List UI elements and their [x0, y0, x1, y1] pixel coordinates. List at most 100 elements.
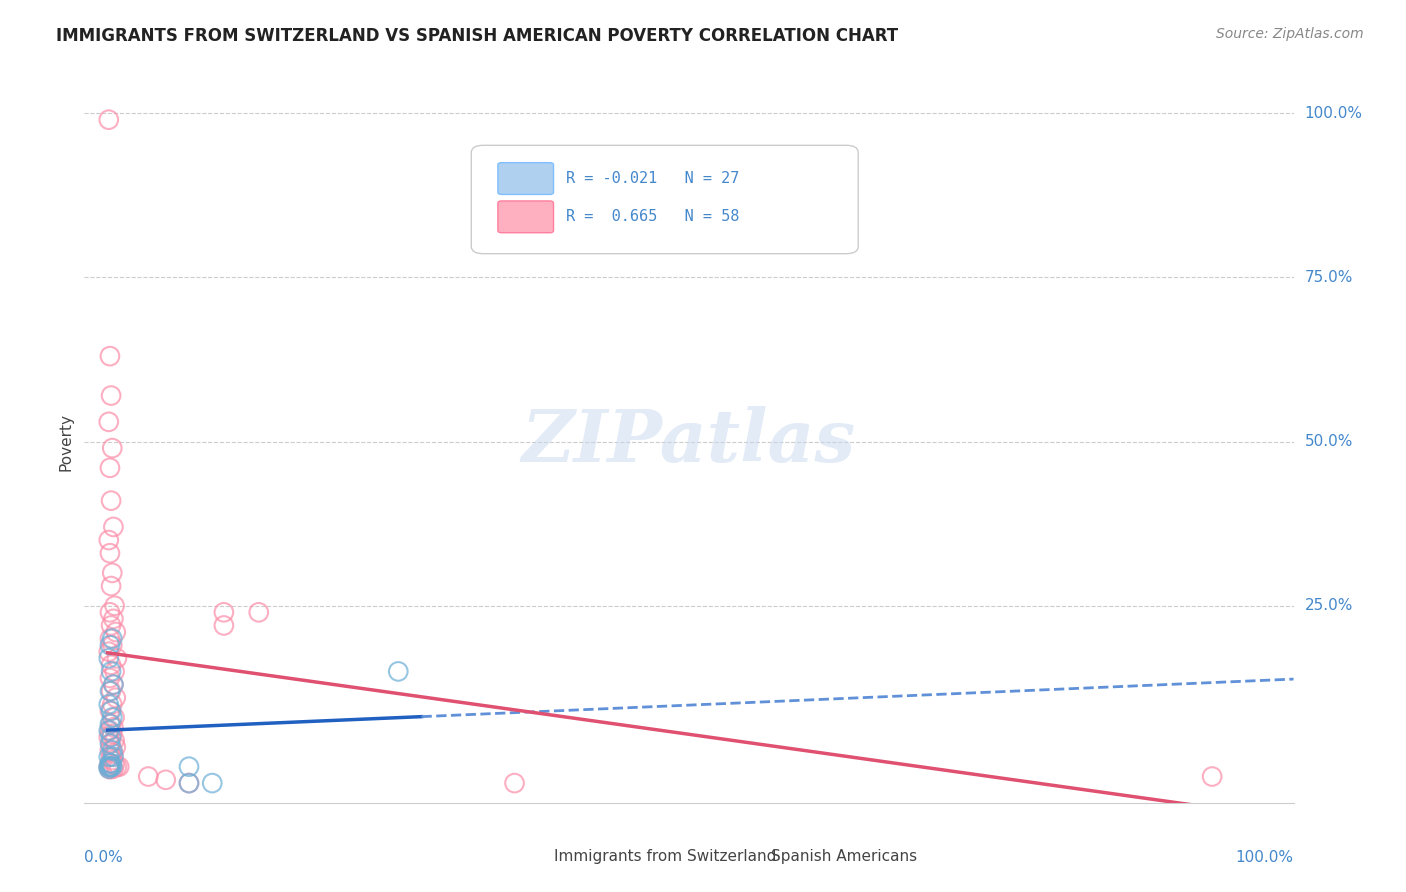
Point: [103, 612, 125, 626]
Point: [100, 730, 122, 744]
Point: [103, 749, 125, 764]
Point: [98, 760, 121, 774]
Point: [105, 651, 128, 665]
Text: ZIPatlas: ZIPatlas: [522, 406, 856, 477]
FancyBboxPatch shape: [720, 845, 765, 871]
Point: [108, 760, 131, 774]
Point: [503, 776, 526, 790]
Point: [103, 747, 125, 761]
Point: [100, 749, 122, 764]
Point: [100, 704, 122, 718]
Text: 50.0%: 50.0%: [1305, 434, 1353, 449]
Text: 25.0%: 25.0%: [1305, 599, 1353, 613]
Point: [98, 756, 121, 771]
Point: [101, 698, 124, 712]
Point: [100, 657, 122, 672]
Text: 100.0%: 100.0%: [1236, 850, 1294, 864]
Point: [177, 760, 200, 774]
Point: [136, 770, 159, 784]
Point: [101, 743, 124, 757]
Point: [101, 566, 124, 580]
Point: [98, 460, 121, 475]
Point: [97, 112, 120, 127]
Point: [100, 665, 122, 679]
Point: [212, 605, 235, 619]
Point: [97, 730, 120, 744]
Point: [101, 753, 124, 767]
Point: [98, 605, 121, 619]
Point: [100, 761, 122, 775]
Point: [97, 762, 120, 776]
Point: [98, 717, 121, 731]
Y-axis label: Poverty: Poverty: [58, 412, 73, 471]
Point: [100, 717, 122, 731]
Point: [177, 776, 200, 790]
Point: [98, 632, 121, 646]
Point: [97, 760, 120, 774]
Text: IMMIGRANTS FROM SWITZERLAND VS SPANISH AMERICAN POVERTY CORRELATION CHART: IMMIGRANTS FROM SWITZERLAND VS SPANISH A…: [56, 27, 898, 45]
FancyBboxPatch shape: [498, 201, 554, 233]
Point: [98, 704, 121, 718]
Point: [97, 533, 120, 547]
Point: [98, 684, 121, 698]
Point: [97, 698, 120, 712]
Point: [103, 762, 125, 776]
Point: [101, 727, 124, 741]
Point: [212, 618, 235, 632]
Point: [104, 733, 127, 747]
Point: [97, 760, 120, 774]
Point: [101, 632, 124, 646]
Point: [98, 546, 121, 560]
Point: [101, 441, 124, 455]
Point: [100, 756, 122, 771]
Point: [104, 599, 127, 613]
Point: [98, 762, 121, 776]
Point: [104, 739, 127, 754]
Point: [97, 415, 120, 429]
Point: [98, 349, 121, 363]
Point: [98, 743, 121, 757]
Point: [101, 710, 124, 724]
FancyBboxPatch shape: [471, 145, 858, 253]
Point: [103, 720, 125, 734]
Point: [97, 749, 120, 764]
Point: [387, 665, 409, 679]
Point: [100, 388, 122, 402]
Point: [100, 618, 122, 632]
Point: [98, 723, 121, 738]
Text: R = -0.021   N = 27: R = -0.021 N = 27: [565, 171, 740, 186]
Point: [97, 651, 120, 665]
Point: [247, 605, 270, 619]
Text: Source: ZipAtlas.com: Source: ZipAtlas.com: [1216, 27, 1364, 41]
Point: [101, 760, 124, 774]
Point: [103, 520, 125, 534]
Point: [201, 776, 224, 790]
Point: [98, 756, 121, 771]
Text: 75.0%: 75.0%: [1305, 270, 1353, 285]
Point: [177, 776, 200, 790]
Point: [1201, 770, 1223, 784]
Point: [103, 677, 125, 691]
Point: [104, 757, 127, 772]
Point: [97, 723, 120, 738]
Point: [100, 684, 122, 698]
Point: [98, 638, 121, 652]
Text: Immigrants from Switzerland: Immigrants from Switzerland: [554, 849, 776, 864]
Point: [104, 665, 127, 679]
Text: R =  0.665   N = 58: R = 0.665 N = 58: [565, 210, 740, 224]
Point: [100, 579, 122, 593]
Point: [98, 737, 121, 751]
Point: [100, 737, 122, 751]
Point: [100, 493, 122, 508]
Text: 0.0%: 0.0%: [84, 850, 124, 864]
Point: [98, 671, 121, 685]
Point: [104, 710, 127, 724]
Point: [105, 760, 128, 774]
FancyBboxPatch shape: [503, 845, 547, 871]
Point: [100, 760, 122, 774]
Text: 100.0%: 100.0%: [1305, 105, 1362, 120]
Point: [103, 677, 125, 691]
Point: [104, 690, 127, 705]
Point: [104, 625, 127, 640]
Text: Spanish Americans: Spanish Americans: [770, 849, 917, 864]
